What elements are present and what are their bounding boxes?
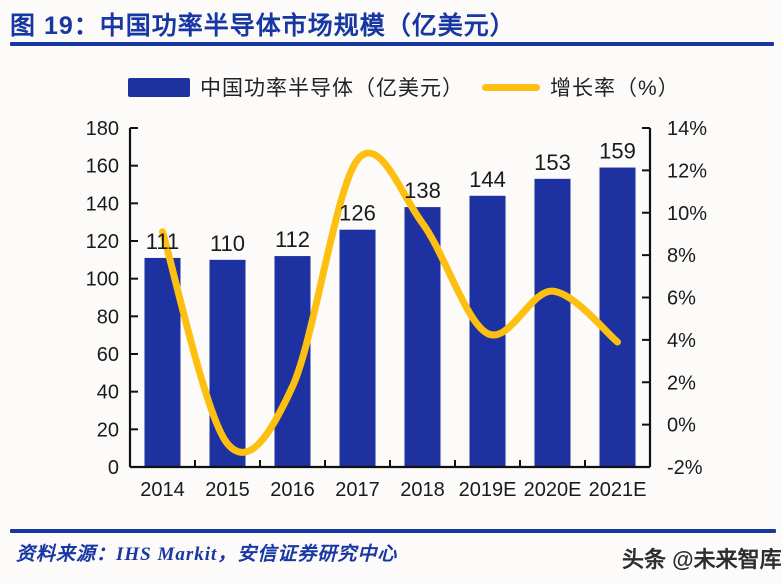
svg-text:2021E: 2021E: [589, 479, 647, 501]
svg-text:2%: 2%: [667, 372, 696, 394]
combo-chart: 0 20 40 60 80 100 120 140 160 180 -2% 0% 2% 4% 6% 8% 10%…: [86, 118, 708, 501]
svg-text:8%: 8%: [667, 245, 696, 267]
svg-text:20: 20: [97, 419, 119, 441]
svg-text:2019E: 2019E: [459, 479, 517, 501]
svg-text:2020E: 2020E: [524, 479, 582, 501]
svg-text:40: 40: [97, 382, 119, 404]
svg-text:2014: 2014: [140, 479, 185, 501]
title-underline: [10, 42, 774, 46]
svg-text:111: 111: [146, 229, 179, 254]
svg-text:-2%: -2%: [667, 457, 703, 479]
svg-text:4%: 4%: [667, 330, 696, 352]
svg-text:2018: 2018: [400, 479, 445, 501]
line-series-legend-label: 增长率（%）: [550, 77, 680, 100]
bar-series-swatch-icon: [128, 77, 190, 97]
line-series-swatch-icon: [482, 83, 540, 91]
svg-text:159: 159: [599, 139, 636, 164]
svg-text:153: 153: [534, 150, 571, 175]
svg-text:2015: 2015: [205, 479, 250, 501]
svg-text:160: 160: [86, 156, 119, 178]
bar-series-legend-label: 中国功率半导体（亿美元）: [200, 77, 464, 100]
chart-legend: 中国功率半导体（亿美元） 增长率（%）: [128, 74, 680, 100]
svg-text:80: 80: [97, 306, 119, 328]
svg-text:180: 180: [86, 118, 119, 140]
svg-text:60: 60: [97, 344, 119, 366]
svg-text:140: 140: [86, 193, 119, 215]
watermark: 头条 @未来智库: [622, 547, 782, 572]
svg-text:6%: 6%: [667, 288, 696, 310]
svg-text:2017: 2017: [335, 479, 380, 501]
svg-text:2016: 2016: [270, 479, 315, 501]
svg-text:10%: 10%: [667, 203, 707, 225]
svg-text:110: 110: [210, 231, 245, 256]
svg-text:12%: 12%: [667, 160, 707, 182]
svg-text:0%: 0%: [667, 415, 696, 437]
page-title: 图 19：中国功率半导体市场规模（亿美元）: [10, 12, 516, 40]
svg-text:14%: 14%: [667, 118, 707, 140]
svg-text:138: 138: [404, 178, 441, 203]
svg-text:126: 126: [339, 201, 376, 226]
svg-text:100: 100: [86, 269, 119, 291]
source-note: 资料来源：IHS Markit，安信证券研究中心: [16, 544, 398, 565]
svg-text:112: 112: [275, 227, 310, 252]
svg-text:120: 120: [86, 231, 119, 253]
footer-divider: [10, 529, 776, 533]
svg-text:144: 144: [469, 167, 506, 192]
svg-text:0: 0: [108, 457, 119, 479]
